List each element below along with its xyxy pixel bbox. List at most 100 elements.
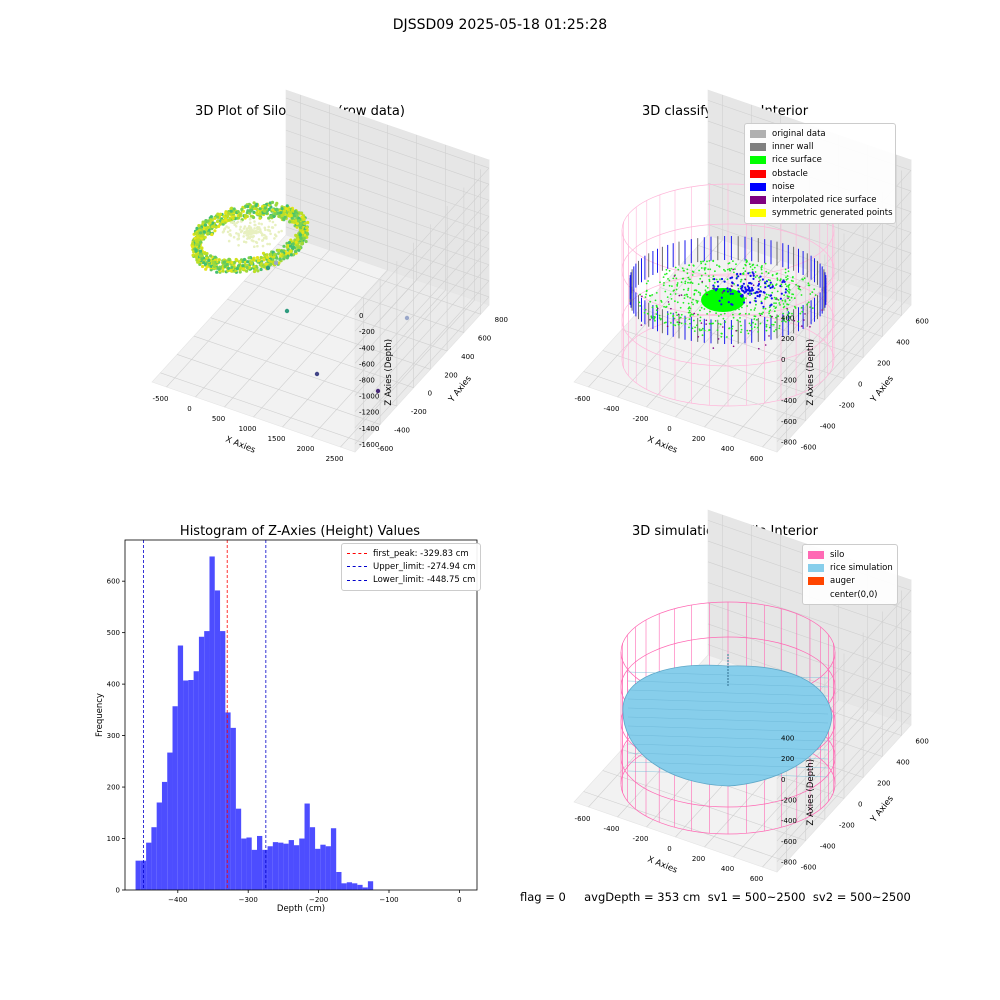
point [226,230,230,234]
point [247,256,251,260]
point [235,258,239,263]
point [227,218,231,222]
grid-line [224,259,359,408]
point [203,251,207,256]
point [205,256,209,260]
legend-label: auger [830,576,855,587]
point [204,262,208,267]
point [261,251,266,255]
point [195,226,199,230]
point [227,266,231,270]
point [222,214,226,219]
point [269,262,273,266]
point [271,226,275,229]
point [230,260,234,265]
grid-line [210,317,414,388]
legend-swatch [808,591,824,599]
point [295,222,300,226]
z-tick-label: -1000 [359,393,379,401]
point [271,250,275,254]
legend-label: center(0,0) [830,589,878,600]
point [283,255,287,259]
point [227,239,231,243]
figure-title: DJSSD09 2025-05-18 01:25:28 [392,17,608,33]
point [250,208,254,212]
point [227,257,231,261]
point [245,265,249,270]
point [249,221,252,225]
point [302,236,306,241]
legend-label: inner wall [772,141,814,152]
legend-swatch [808,563,824,572]
point [290,216,294,220]
grid-line [285,194,490,266]
point [277,230,281,234]
point [275,207,279,211]
y-tick-label: 600 [478,335,491,343]
point [280,249,284,253]
point [203,223,207,227]
legend-entry: inner wall [750,140,890,153]
point [206,219,210,223]
legend-label: first_peak: -329.83 cm [373,548,469,559]
point [286,252,290,256]
legend-label: original data [772,128,826,139]
point [199,231,203,235]
point [257,230,260,234]
point [213,216,217,220]
point [267,229,271,232]
point [282,244,286,248]
point [277,261,281,265]
point [221,219,225,223]
point [245,228,249,232]
panel2-title: 3D classify of Silo Interior [641,104,809,119]
outlier-point [314,371,320,377]
point [268,219,272,223]
point [255,256,260,260]
point [299,236,303,240]
point [238,260,242,264]
point [255,211,259,215]
point [254,229,257,233]
point [211,221,215,225]
x-tick-label: -500 [153,395,169,403]
point [289,253,293,257]
point [250,230,253,234]
z-tick-label: -1600 [359,441,379,449]
point [235,232,238,235]
point [253,220,256,223]
grid-line [195,249,330,398]
point [201,222,205,226]
point [275,201,279,205]
grid-line [285,226,490,298]
point [289,238,293,242]
grid-line [285,113,490,185]
point [225,262,229,267]
z-tick-label: -400 [359,344,375,352]
point [257,222,261,225]
point [289,211,293,215]
point [257,238,261,241]
point [271,258,275,262]
point [277,248,281,252]
legend-line-swatch [347,553,367,555]
point [228,233,231,236]
legend-label: Lower_limit: -448.75 cm [373,575,476,586]
point [260,222,264,226]
point [267,207,271,211]
grid-line [311,289,446,438]
point [210,232,214,237]
legend-entry: original data [750,127,890,140]
point [252,210,256,214]
y-tick-label: -200 [411,408,427,416]
point [233,260,237,264]
point [238,268,242,272]
point [282,209,287,213]
point [306,220,310,225]
point [288,244,293,248]
point [248,227,251,230]
point [273,252,277,256]
point [280,207,284,211]
point [225,225,228,228]
